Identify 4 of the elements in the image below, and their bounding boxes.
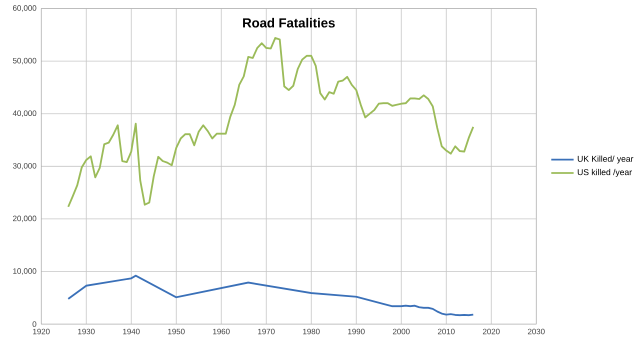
text: Road Fatalities bbox=[243, 18, 335, 28]
legend-label: UK Killed/ year bbox=[578, 156, 634, 164]
line-series bbox=[67, 274, 474, 316]
legend-label: US killed /year bbox=[578, 169, 632, 177]
